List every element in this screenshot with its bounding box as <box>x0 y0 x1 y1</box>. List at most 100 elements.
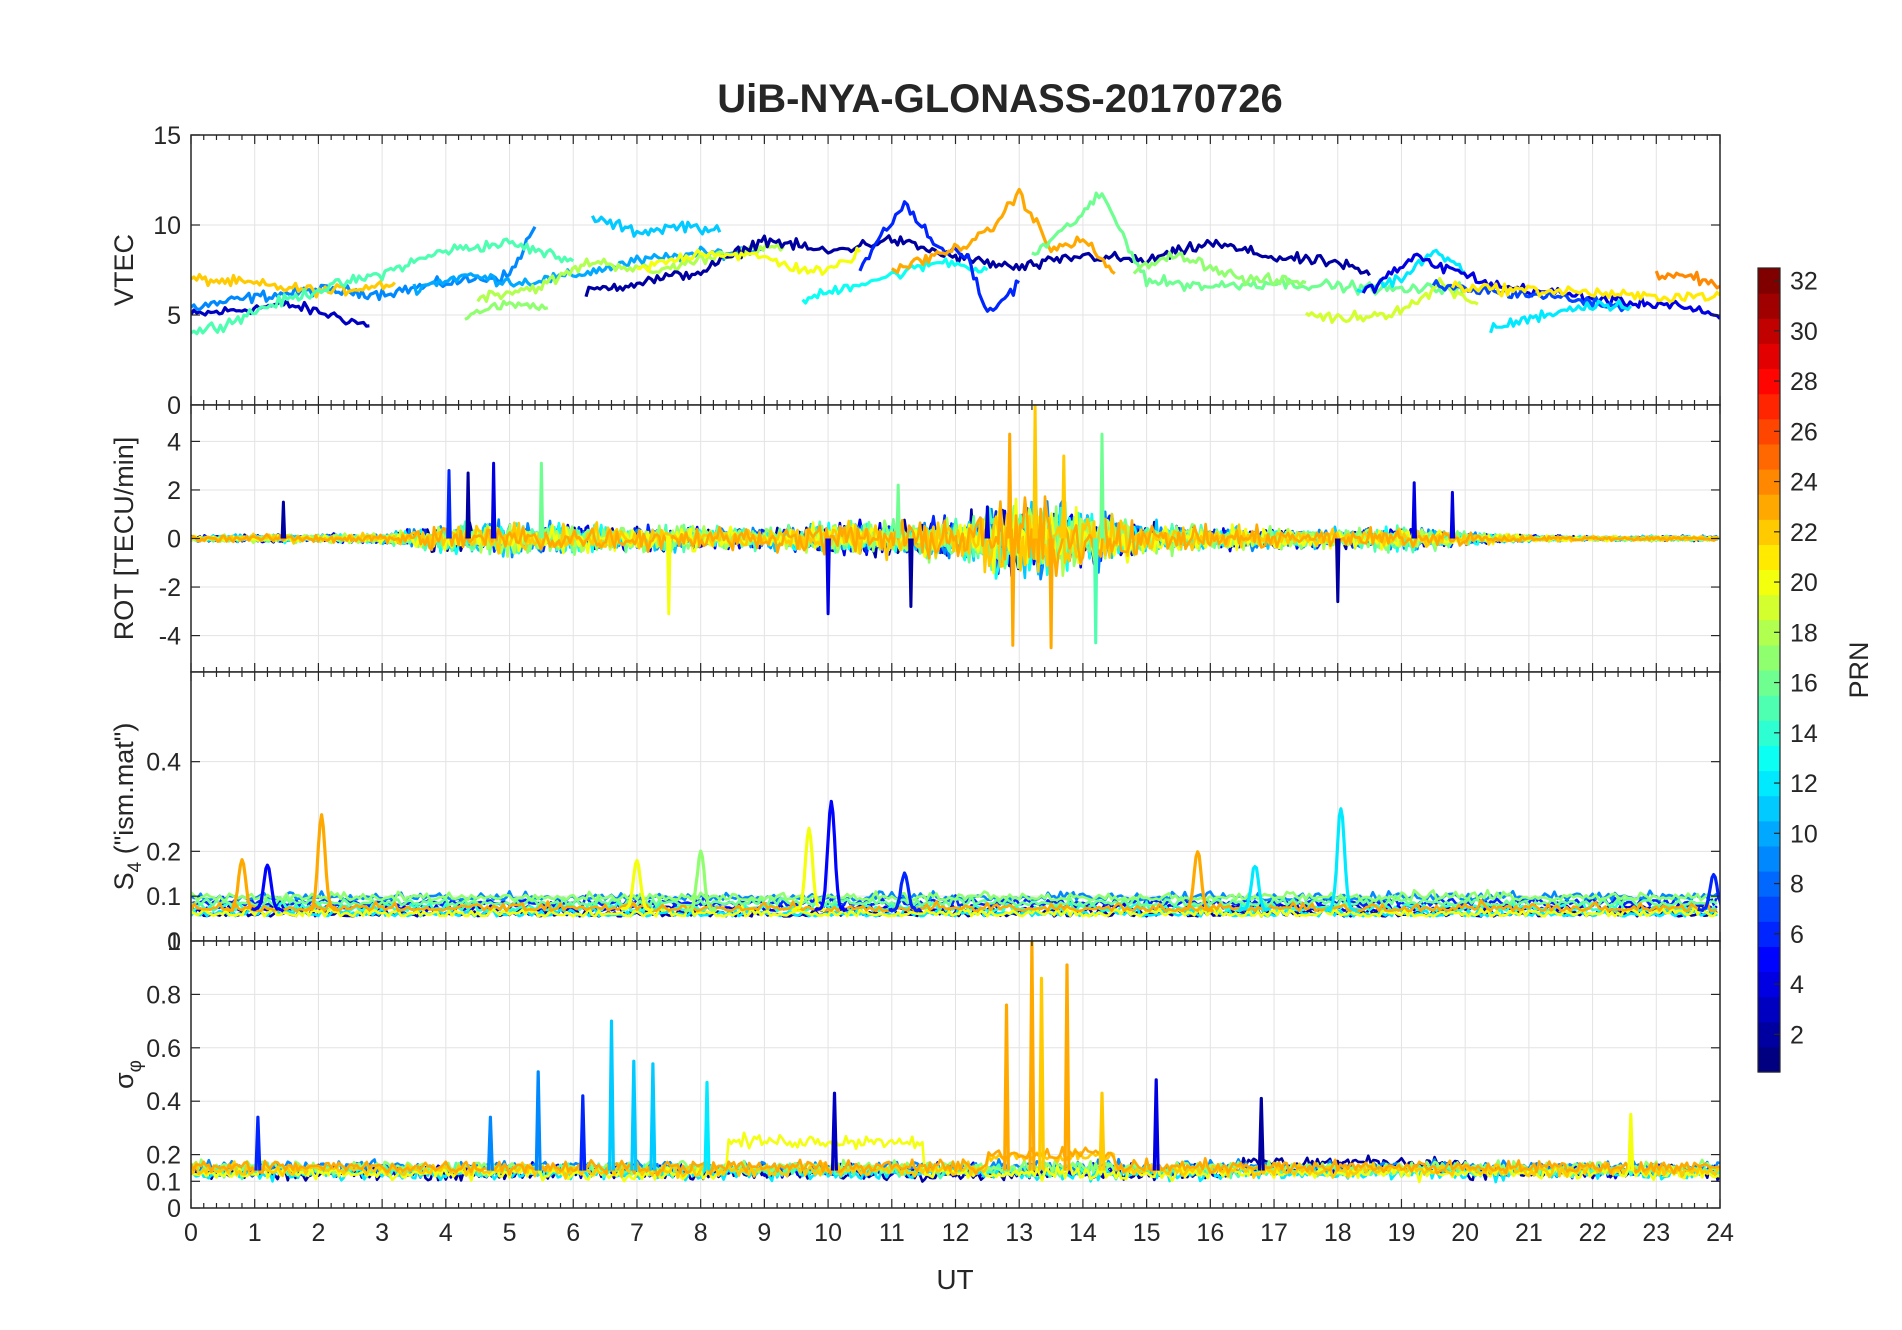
y-tick-label: 15 <box>153 122 181 150</box>
y-tick-label: 0.4 <box>146 1088 181 1116</box>
series-group <box>191 187 1720 336</box>
colorbar-step <box>1758 268 1780 294</box>
vtec-trace-prn-20 <box>636 246 862 276</box>
rot-spike <box>1032 405 1038 539</box>
y-axis-label-rest: ("ism.mat") <box>109 723 139 862</box>
x-ticks <box>190 405 1721 672</box>
colorbar-label: PRN <box>1844 641 1874 698</box>
vtec-trace-prn-6 <box>858 200 1020 313</box>
sigma-peak <box>1038 976 1045 1171</box>
x-tick-label: 3 <box>375 1219 389 1247</box>
colorbar-step <box>1758 745 1780 772</box>
colorbar-tick-label: 10 <box>1790 820 1818 848</box>
rot-spike <box>666 538 672 616</box>
s4-peak <box>1180 850 1215 913</box>
vtec-trace-prn-24 <box>1654 270 1720 290</box>
y-tick-label: 0.6 <box>146 1035 181 1063</box>
colorbar-step <box>1758 494 1780 520</box>
rot-spike <box>490 461 497 539</box>
colorbar-step <box>1758 594 1780 621</box>
rot-spike <box>895 483 901 539</box>
colorbar-step <box>1758 996 1780 1023</box>
colorbar-tick-label: 26 <box>1790 418 1818 446</box>
colorbar-step <box>1758 795 1780 822</box>
series-group <box>191 941 1720 1184</box>
x-tick-label: 24 <box>1706 1219 1734 1247</box>
colorbar-step <box>1758 418 1780 445</box>
colorbar-step <box>1758 1046 1780 1073</box>
colorbar-step <box>1758 343 1780 370</box>
x-tick-label: 4 <box>439 1219 453 1247</box>
y-tick-label: 0.1 <box>146 883 181 911</box>
x-tick-label: 12 <box>942 1219 970 1247</box>
vtec-trace-prn-12 <box>1489 299 1633 334</box>
sigma-peak <box>1063 963 1071 1171</box>
colorbar-tick-label: 22 <box>1790 519 1818 547</box>
vtec-trace-prn-10 <box>412 245 765 296</box>
vtec-trace-prn-2 <box>584 234 1371 298</box>
sigma-peak <box>1257 1096 1265 1171</box>
y-tick-label: 1 <box>167 928 181 956</box>
rot-spike <box>465 471 471 539</box>
y-tick-label: -4 <box>159 623 181 651</box>
y-tick-label: 2 <box>167 477 181 505</box>
vtec-trace-prn-17 <box>1132 251 1307 287</box>
colorbar-tick-label: 14 <box>1790 720 1818 748</box>
s4-peak <box>251 863 285 913</box>
rot-spike <box>1006 432 1013 539</box>
y-tick-label: 5 <box>167 302 181 330</box>
x-tick-label: 13 <box>1005 1219 1033 1247</box>
sigma-peak <box>630 1059 638 1171</box>
rot-spike <box>1099 432 1105 539</box>
panel-rot: -4 -2 0 2 4 ROT [TECU/min] <box>109 404 1721 673</box>
rot-spike <box>1335 538 1341 604</box>
series-group <box>191 799 1720 918</box>
y-tick-label: -2 <box>159 574 181 602</box>
vtec-trace-prn-23 <box>890 187 1116 275</box>
x-tick-label: 17 <box>1260 1219 1288 1247</box>
rot-spike <box>1010 538 1016 647</box>
colorbar-tick-label: 28 <box>1790 368 1818 396</box>
sigma-peak <box>1028 941 1036 1171</box>
colorbar-step <box>1758 544 1780 571</box>
x-tick-label: 15 <box>1133 1219 1161 1247</box>
s4-trace-prn-23 <box>191 898 1718 913</box>
s4-peak <box>1324 807 1358 913</box>
colorbar-frame <box>1757 267 1781 1073</box>
x-tick-label: 5 <box>503 1219 517 1247</box>
sigma-peak <box>254 1115 262 1171</box>
x-tick-label: 11 <box>879 1219 905 1247</box>
colorbar-tick-label: 16 <box>1790 670 1818 698</box>
x-tick-labels: 0 1 2 3 4 5 6 7 8 9 10 11 12 13 14 15 16 17 18 19 20 21 22 23 24 <box>184 1219 1734 1247</box>
y-tick-label: 0.8 <box>146 981 181 1009</box>
y-tick-label: 0 <box>167 526 181 554</box>
colorbar-tick-label: 32 <box>1790 268 1818 296</box>
colorbar-step <box>1758 921 1780 947</box>
vtec-trace-prn-22 <box>191 273 397 299</box>
y-tick-label: 0.1 <box>146 1168 181 1196</box>
rot-spike <box>1092 538 1099 645</box>
rot-spike <box>1411 481 1417 539</box>
colorbar-tick-label: 20 <box>1790 569 1818 597</box>
y-tick-label: 0 <box>167 928 181 956</box>
sigma-peak <box>534 1070 542 1171</box>
rot-spike <box>825 538 831 616</box>
colorbar-step <box>1758 293 1780 319</box>
sigma-peak <box>1003 1003 1010 1171</box>
rot-spike <box>446 469 452 539</box>
sigma-peak <box>486 1115 494 1171</box>
s4-peak <box>683 849 718 913</box>
s4-peak <box>1697 873 1720 913</box>
y-axis-label-sub: 4 <box>125 861 146 872</box>
x-tick-label: 9 <box>757 1219 771 1247</box>
sigma-peak <box>608 1019 615 1171</box>
colorbar-step <box>1758 971 1780 998</box>
x-tick-label: 0 <box>184 1219 198 1247</box>
x-tick-label: 7 <box>630 1219 644 1247</box>
colorbar-step <box>1758 720 1780 746</box>
sigma-trace-prn-23 <box>191 1145 1720 1177</box>
s4-peak <box>888 871 922 913</box>
x-tick-label: 1 <box>248 1219 262 1247</box>
